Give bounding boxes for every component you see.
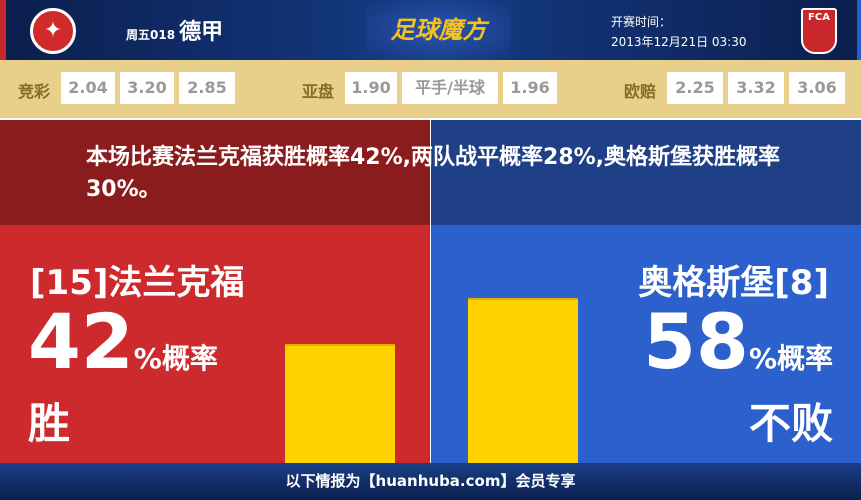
yp-odd: 1.90: [345, 72, 397, 104]
away-pct-value: 58: [643, 297, 749, 386]
home-pct-unit: %概率: [133, 342, 218, 375]
op-odd: 2.25: [667, 72, 723, 104]
time-value: 2013年12月21日 03:30: [611, 35, 747, 49]
match-number: 周五018: [126, 28, 176, 42]
away-probability-bar: [468, 298, 578, 463]
away-team-logo: FCA: [801, 8, 837, 54]
summary-text: 本场比赛法兰克福获胜概率42%,两队战平概率28%,奥格斯堡获胜概率30%。: [86, 145, 781, 202]
summary-bg-away: [431, 120, 861, 225]
kickoff-time: 开赛时间： 2013年12月21日 03:30: [611, 12, 746, 52]
brand-logo: 足球魔方: [366, 0, 511, 60]
home-team-logo: ✦: [30, 8, 76, 54]
home-probability-bar: [285, 343, 395, 463]
members-banner[interactable]: 以下情报为【huanhuba.com】会员专享: [0, 463, 861, 500]
away-pct-unit: %概率: [748, 342, 833, 375]
away-team-name: 奥格斯堡[8]: [638, 263, 829, 303]
op-odd: 3.32: [728, 72, 784, 104]
home-team-name: [15]法兰克福: [30, 263, 245, 303]
yp-odd: 1.96: [503, 72, 557, 104]
jc-odd: 2.85: [179, 72, 235, 104]
time-label: 开赛时间：: [611, 15, 672, 29]
jc-label: 竞彩: [18, 82, 51, 101]
league-info: 周五018 德甲: [126, 14, 223, 46]
away-pct: 58%概率: [643, 300, 833, 401]
home-outcome: 胜: [28, 399, 71, 448]
yp-handicap: 平手/半球: [402, 72, 498, 104]
away-outcome: 不败: [748, 399, 833, 448]
op-label: 欧赔: [624, 82, 657, 101]
match-header: ✦ 周五018 德甲 足球魔方 开赛时间： 2013年12月21日 03:30 FC…: [0, 0, 861, 60]
jc-odd: 3.20: [120, 72, 174, 104]
yp-label: 亚盘: [302, 82, 335, 101]
home-pct-value: 42: [28, 297, 134, 386]
summary-bg-home: [0, 120, 430, 225]
odds-bar: 竞彩 2.04 3.20 2.85 亚盘 1.90 平手/半球 1.96 欧赔 …: [0, 60, 861, 118]
op-odd: 3.06: [789, 72, 845, 104]
home-pct: 42%概率: [28, 300, 218, 401]
league-name: 德甲: [179, 20, 224, 45]
jc-odd: 2.04: [61, 72, 115, 104]
